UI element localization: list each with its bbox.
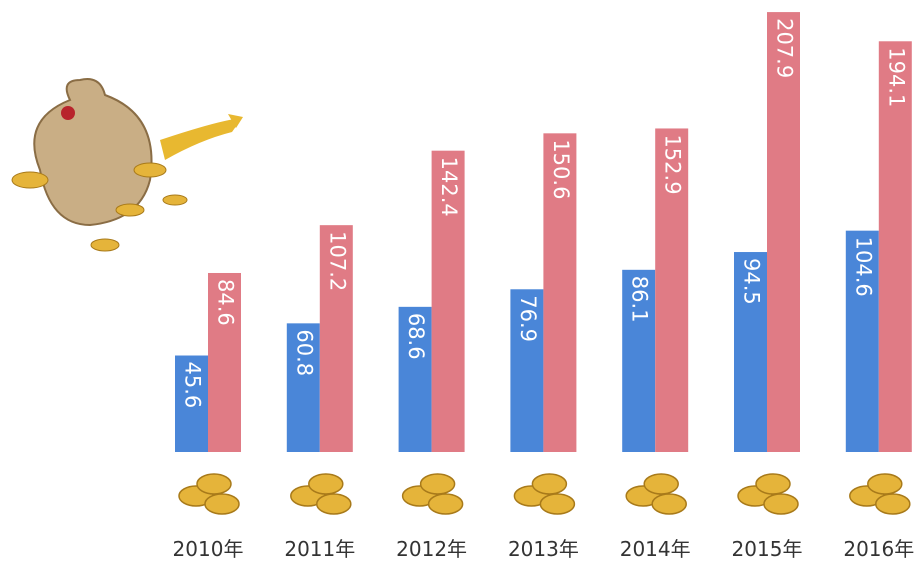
coin-icon [429, 494, 463, 514]
data-label: 76.9 [516, 295, 540, 342]
x-tick-label: 2016年 [843, 537, 914, 561]
coin-icon [756, 474, 790, 494]
data-label: 107.2 [325, 231, 349, 291]
coin-icon [421, 474, 455, 494]
coin-icon [197, 474, 231, 494]
data-label: 152.9 [661, 134, 685, 194]
coin-icon [644, 474, 678, 494]
data-label: 104.6 [851, 237, 875, 297]
x-tick-label: 2011年 [284, 537, 355, 561]
data-label: 194.1 [884, 47, 908, 107]
x-tick-label: 2012年 [396, 537, 467, 561]
coin-icon [540, 494, 574, 514]
data-label: 86.1 [628, 276, 652, 323]
chart: 45.6 84.6 2010年 60.8 107.2 2011年 68.6 142.4 2012… [0, 0, 919, 562]
data-label: 207.9 [773, 18, 797, 78]
data-label: 150.6 [549, 139, 573, 199]
data-label: 142.4 [437, 157, 461, 217]
x-tick-label: 2015年 [732, 537, 803, 561]
coin-icon [532, 474, 566, 494]
x-tick-label: 2010年 [173, 537, 244, 561]
coin-icon [868, 474, 902, 494]
data-label: 84.6 [214, 279, 238, 326]
coin-icon [764, 494, 798, 514]
data-label: 68.6 [404, 313, 428, 360]
data-label: 60.8 [292, 329, 316, 376]
coin-icon [309, 474, 343, 494]
x-tick-label: 2014年 [620, 537, 691, 561]
coin-icon [652, 494, 686, 514]
x-tick-label: 2013年 [508, 537, 579, 561]
money-bag-icon [12, 79, 243, 251]
coin-icon [317, 494, 351, 514]
data-label: 94.5 [740, 258, 764, 305]
data-label: 45.6 [181, 362, 205, 409]
coin-icon [205, 494, 239, 514]
coin-icon [876, 494, 910, 514]
